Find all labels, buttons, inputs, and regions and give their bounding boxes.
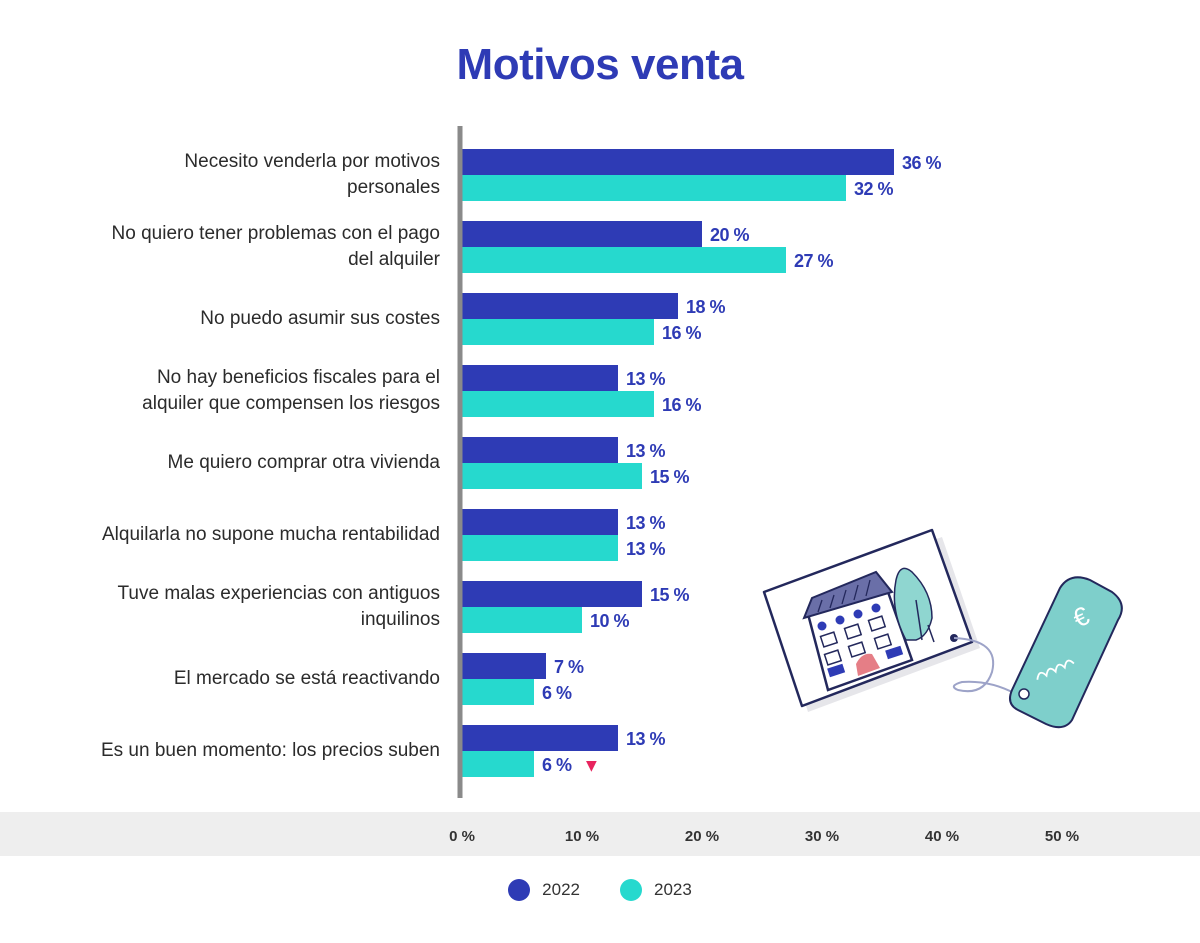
category-label: El mercado se está reactivando <box>20 666 440 692</box>
category-label-line: alquiler que compensen los riesgos <box>142 393 440 414</box>
x-tick-label: 0 % <box>449 828 475 845</box>
category-label-line: Necesito venderla por motivos <box>184 151 440 172</box>
data-label-2022: 20 % <box>710 225 750 245</box>
category-label: Necesito venderla por motivos personales <box>20 149 440 201</box>
x-tick-label: 50 % <box>1045 828 1079 845</box>
bar-2022 <box>462 437 618 463</box>
category-label-line: personales <box>347 177 440 198</box>
legend-swatch-2023 <box>620 879 642 901</box>
legend-label-2023: 2023 <box>654 880 692 899</box>
bar-2022 <box>462 509 618 535</box>
bar-2023 <box>462 391 654 417</box>
data-label-2022: 13 % <box>626 441 666 461</box>
data-label-2022: 18 % <box>686 297 726 317</box>
data-label-2023: 32 % <box>854 179 894 199</box>
category-label: Es un buen momento: los precios suben <box>20 738 440 764</box>
legend: 2022 2023 <box>0 879 1200 901</box>
data-label-2023: 16 % <box>662 323 702 343</box>
x-tick-label: 30 % <box>805 828 839 845</box>
data-label-2023: 10 % <box>590 611 630 631</box>
category-label: Alquilarla no supone mucha rentabilidad <box>20 522 440 548</box>
bar-2022 <box>462 725 618 751</box>
data-label-2022: 36 % <box>902 153 942 173</box>
category-label-line: Tuve malas experiencias con antiguos <box>117 583 440 604</box>
data-label-2022: 13 % <box>626 729 666 749</box>
category-label-line: inquilinos <box>360 609 440 630</box>
bar-2022 <box>462 653 546 679</box>
category-label-line: No puedo asumir sus costes <box>200 308 440 329</box>
bar-2023 <box>462 535 618 561</box>
bar-2023 <box>462 319 654 345</box>
data-label-2023: 27 % <box>794 251 834 271</box>
category-label-line: Alquilarla no supone mucha rentabilidad <box>101 524 440 545</box>
decrease-marker: ▼ <box>586 758 597 774</box>
x-tick-label: 20 % <box>685 828 719 845</box>
bars-layer <box>457 126 894 798</box>
x-axis-band <box>0 812 1200 856</box>
category-label-line: El mercado se está reactivando <box>173 668 440 689</box>
bar-2023 <box>462 463 642 489</box>
data-label-2022: 7 % <box>554 657 584 677</box>
category-label: No puedo asumir sus costes <box>20 306 440 332</box>
bar-2023 <box>462 175 846 201</box>
chart-title: Motivos venta <box>456 40 744 89</box>
legend-swatch-2022 <box>508 879 531 901</box>
category-label: No quiero tener problemas con el pago del… <box>20 221 440 273</box>
data-label-2022: 13 % <box>626 369 666 389</box>
category-label-line: Es un buen momento: los precios suben <box>100 740 440 761</box>
category-label: No hay beneficios fiscales para el alquil… <box>20 365 440 417</box>
bar-2022 <box>462 221 702 247</box>
data-label-2023: 16 % <box>662 395 702 415</box>
value-labels-layer: 36 % 20 % 18 % 13 % 13 % 13 % 15 % 7 % 13 % 32 % 2… <box>542 153 942 775</box>
category-label-line: No hay beneficios fiscales para el <box>156 367 440 388</box>
bar-2023 <box>462 607 582 633</box>
data-label-2023: 6 % <box>542 683 572 703</box>
category-label: Me quiero comprar otra vivienda <box>20 450 440 476</box>
legend-item-2022: 2022 <box>508 879 580 901</box>
house-sale-illustration: € <box>762 528 1123 729</box>
bar-2022 <box>462 581 642 607</box>
bar-2023 <box>462 751 534 777</box>
x-tick-label: 40 % <box>925 828 959 845</box>
bar-2023 <box>462 247 786 273</box>
bar-2022 <box>462 365 618 391</box>
legend-label-2022: 2022 <box>542 880 580 899</box>
bar-2023 <box>462 679 534 705</box>
bar-2022 <box>462 293 678 319</box>
bar-2022 <box>462 149 894 175</box>
x-ticks-layer: 0 % 10 % 20 % 30 % 40 % 50 % <box>449 828 1079 845</box>
legend-item-2023: 2023 <box>620 879 692 901</box>
category-label-line: Me quiero comprar otra vivienda <box>167 452 440 473</box>
data-label-2023: 6 % <box>542 755 572 775</box>
category-label-line: del alquiler <box>348 249 440 270</box>
category-label: Tuve malas experiencias con antiguos inqu… <box>20 581 440 633</box>
data-label-2023: 15 % <box>650 467 690 487</box>
category-label-line: No quiero tener problemas con el pago <box>111 223 440 244</box>
x-tick-label: 10 % <box>565 828 599 845</box>
data-label-2022: 15 % <box>650 585 690 605</box>
data-label-2022: 13 % <box>626 513 666 533</box>
data-label-2023: 13 % <box>626 539 666 559</box>
